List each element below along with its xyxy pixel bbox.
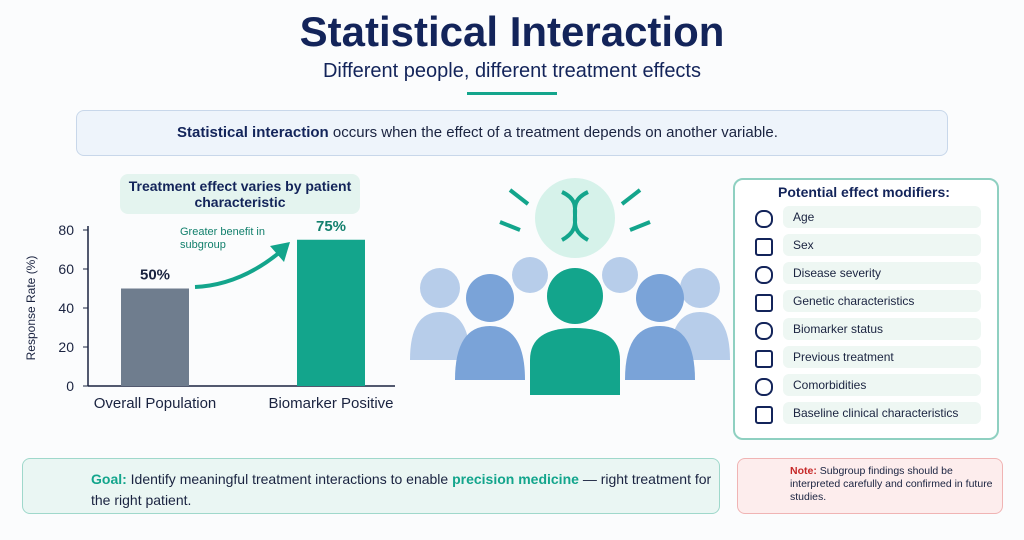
note-label: Note: <box>790 465 817 477</box>
modifier-icon <box>755 350 773 368</box>
modifier-item: Sex <box>783 234 981 256</box>
chart-annotation: Greater benefit in subgroup <box>180 226 265 251</box>
modifier-icon <box>755 210 773 228</box>
modifier-item: Previous treatment <box>783 346 981 368</box>
modifier-item: Baseline clinical characteristics <box>783 402 981 424</box>
modifier-item: Age <box>783 206 981 228</box>
modifier-item: Biomarker status <box>783 318 981 340</box>
modifier-item: Comorbidities <box>783 374 981 396</box>
modifier-item: Genetic characteristics <box>783 290 981 312</box>
y-tick-label: 40 <box>58 300 74 316</box>
modifier-icon <box>755 406 773 424</box>
modifier-icon <box>755 294 773 312</box>
modifier-icon <box>755 322 773 340</box>
goal-highlight: precision medicine <box>452 471 579 487</box>
goal-label: Goal: <box>91 471 127 487</box>
goal-text: Identify meaningful treatment interactio… <box>130 471 449 487</box>
y-tick-label: 0 <box>66 378 74 394</box>
modifiers-title: Potential effect modifiers: <box>778 184 950 200</box>
goal-text-end: — right treatment for the right patient. <box>91 471 712 508</box>
subtitle: Different people, different treatment ef… <box>322 60 701 82</box>
definition-box: Statistical interaction occurs when the … <box>76 110 948 156</box>
modifier-icon <box>755 266 773 284</box>
y-tick-label: 60 <box>58 261 74 277</box>
modifier-icon <box>755 238 773 256</box>
people-illustration <box>410 178 730 395</box>
modifiers-panel: Potential effect modifiers: Age Sex Diseas… <box>733 178 999 440</box>
bar <box>297 239 365 386</box>
title: Statistical Interaction <box>299 8 725 55</box>
y-tick-label: 80 <box>58 222 74 238</box>
modifier-item: Disease severity <box>783 262 981 284</box>
y-tick-label: 20 <box>58 339 74 355</box>
definition-term: Statistical interaction <box>177 124 329 141</box>
bar <box>121 288 189 386</box>
goal-box: Goal: Identify meaningful treatment inte… <box>22 458 720 514</box>
value-label: 75% <box>316 218 346 235</box>
chart-title: Treatment effect varies by patient chara… <box>120 174 360 214</box>
note-box: Note: Subgroup findings should be interp… <box>737 458 1003 514</box>
modifier-icon <box>755 378 773 396</box>
annotation-arrow <box>194 250 282 289</box>
note-text: Subgroup findings should be interpreted … <box>790 465 993 503</box>
y-axis-label: Response Rate (%) <box>24 256 38 361</box>
annotation-arrowhead <box>270 242 290 262</box>
title-rule <box>467 92 557 95</box>
x-tick-label: Biomarker Positive <box>268 395 394 412</box>
value-label: 50% <box>140 267 170 284</box>
definition-text: occurs when the effect of a treatment de… <box>332 124 778 141</box>
x-tick-label: Overall Population <box>93 395 217 412</box>
